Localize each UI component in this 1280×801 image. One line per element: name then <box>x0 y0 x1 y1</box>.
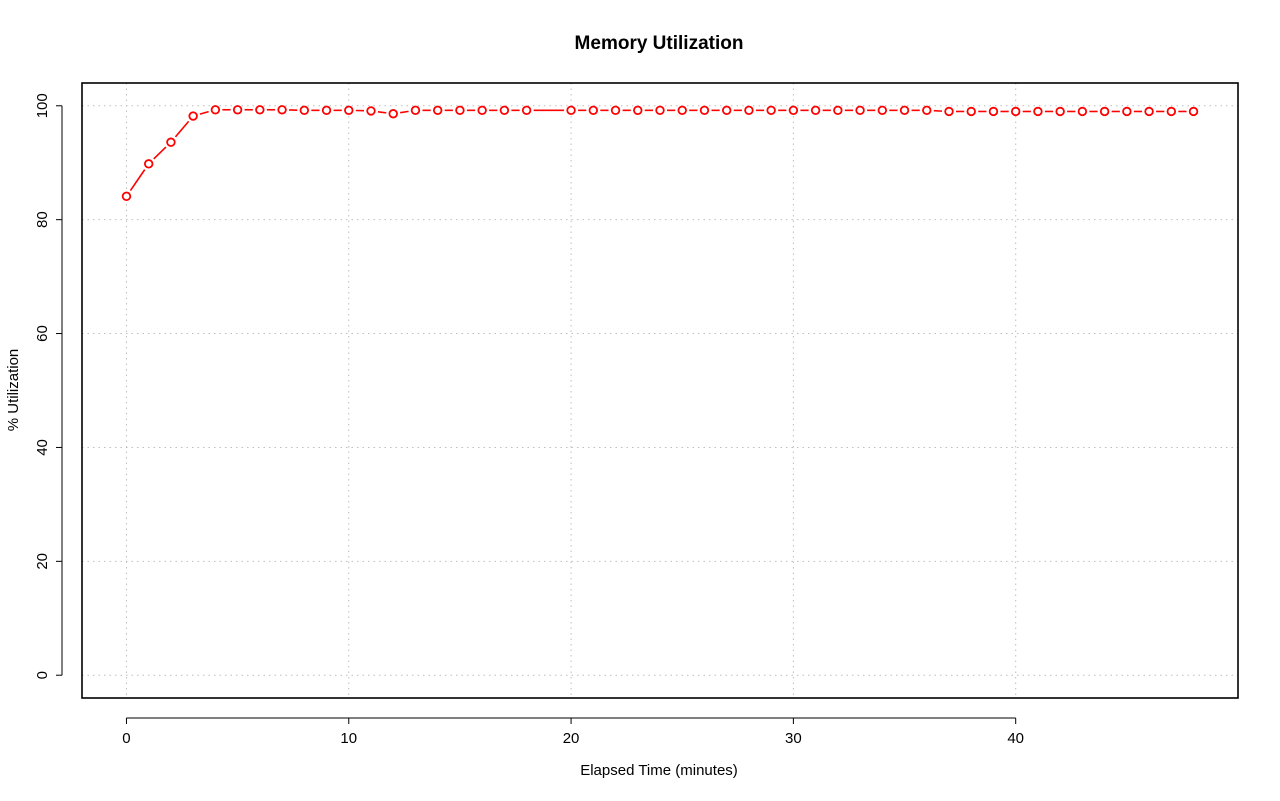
data-point-27 <box>721 105 732 116</box>
data-point-35 <box>899 105 910 116</box>
data-point-11 <box>366 106 376 116</box>
data-point-22 <box>610 105 621 116</box>
data-point-5 <box>232 105 243 115</box>
data-point-26 <box>699 105 710 116</box>
data-point-45 <box>1122 106 1132 117</box>
data-point-33 <box>855 105 865 116</box>
data-point-43 <box>1077 106 1088 117</box>
y-tick-label-100: 100 <box>34 93 51 118</box>
y-tick-label-0: 0 <box>34 671 51 679</box>
grid-lines <box>82 83 1238 698</box>
data-point-0 <box>121 191 132 202</box>
data-point-47 <box>1166 106 1177 117</box>
data-point-13 <box>410 105 421 116</box>
data-point-30 <box>788 105 799 116</box>
series-segment-1-2 <box>153 146 167 160</box>
data-point-9 <box>321 105 332 116</box>
data-point-2 <box>166 137 176 147</box>
data-point-46 <box>1144 106 1154 117</box>
data-point-39 <box>988 106 999 117</box>
data-point-15 <box>455 105 465 116</box>
y-axis-label: % Utilization <box>5 349 22 432</box>
data-point-8 <box>299 105 310 116</box>
x-tick-label-20: 20 <box>563 730 580 747</box>
data-point-14 <box>432 105 443 116</box>
x-axis-label: Elapsed Time (minutes) <box>580 762 738 779</box>
data-point-28 <box>744 105 754 116</box>
data-point-3 <box>188 111 198 121</box>
data-point-34 <box>877 105 888 116</box>
data-point-41 <box>1033 106 1043 117</box>
x-tick-label-10: 10 <box>340 730 357 747</box>
x-tick-label-40: 40 <box>1007 730 1024 747</box>
data-point-44 <box>1099 106 1110 117</box>
data-point-7 <box>277 105 287 115</box>
data-point-36 <box>922 105 932 116</box>
x-tick-label-30: 30 <box>785 730 802 747</box>
data-point-37 <box>944 106 954 117</box>
y-tick-label-20: 20 <box>34 553 51 570</box>
x-tick-label-0: 0 <box>122 730 130 747</box>
data-point-6 <box>255 105 265 115</box>
y-tick-label-60: 60 <box>34 325 51 342</box>
data-point-1 <box>143 159 154 169</box>
data-point-24 <box>655 105 665 116</box>
data-point-16 <box>477 105 487 116</box>
data-point-42 <box>1055 106 1065 117</box>
series-segment-2-3 <box>174 120 190 138</box>
series-segment-12-13 <box>400 110 409 114</box>
data-point-10 <box>344 105 354 116</box>
series-segment-3-4 <box>199 110 209 115</box>
data-point-48 <box>1188 106 1199 117</box>
data-point-21 <box>588 105 599 116</box>
data-point-20 <box>566 105 576 116</box>
data-point-17 <box>499 105 510 116</box>
series-memory-utilization <box>121 105 1199 202</box>
data-point-38 <box>966 106 976 117</box>
series-segment-0-1 <box>129 169 146 191</box>
data-point-12 <box>388 109 398 119</box>
data-point-4 <box>210 105 221 115</box>
data-point-25 <box>677 105 687 116</box>
data-point-29 <box>766 105 776 116</box>
y-tick-label-40: 40 <box>34 439 51 456</box>
data-point-40 <box>1010 106 1021 117</box>
data-point-23 <box>633 105 643 116</box>
data-point-18 <box>521 105 532 116</box>
series-segment-11-12 <box>377 110 387 114</box>
data-point-32 <box>833 105 843 116</box>
axes: 0 10 20 30 40 0 20 40 60 80 100 <box>34 93 1024 747</box>
y-tick-label-80: 80 <box>34 211 51 228</box>
data-point-31 <box>810 105 821 116</box>
chart-title: Memory Utilization <box>575 33 744 54</box>
plot-frame <box>81 82 1239 699</box>
